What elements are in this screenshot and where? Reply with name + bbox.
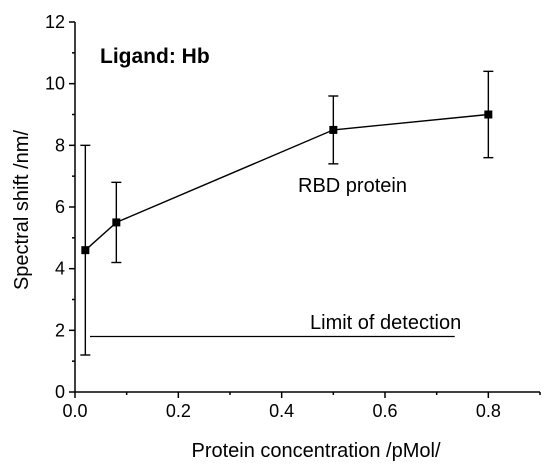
ticks-layer: 0 2 4 6 8 10 12 0.0 0.2 0.4 0.6 0.8 (45, 12, 541, 421)
y-tick-label: 0 (55, 382, 65, 402)
x-tick-label: 0.4 (269, 401, 294, 421)
series-layer (80, 70, 494, 356)
y-tick-label: 4 (55, 259, 65, 279)
y-tick-label: 10 (45, 74, 65, 94)
x-tick-label: 0.0 (62, 401, 87, 421)
y-tick-label: 2 (55, 320, 65, 340)
y-axis-title: Spectral shift /nm/ (11, 130, 33, 291)
data-point (81, 246, 90, 255)
y-tick-label: 8 (55, 135, 65, 155)
y-tick-label: 12 (45, 12, 65, 32)
panel-label: Ligand: Hb (100, 45, 210, 68)
x-tick-label: 0.2 (166, 401, 191, 421)
x-tick-label: 0.8 (476, 401, 501, 421)
x-axis-title: Protein concentration /pMol/ (191, 440, 440, 462)
x-tick-label: 0.6 (372, 401, 397, 421)
series-line (84, 113, 489, 251)
limit-of-detection-annotation: Limit of detection (310, 312, 461, 334)
data-point (329, 125, 338, 134)
data-point (112, 218, 121, 227)
y-tick-label: 6 (55, 197, 65, 217)
data-point (484, 110, 493, 119)
series-annotation: RBD protein (298, 175, 407, 197)
